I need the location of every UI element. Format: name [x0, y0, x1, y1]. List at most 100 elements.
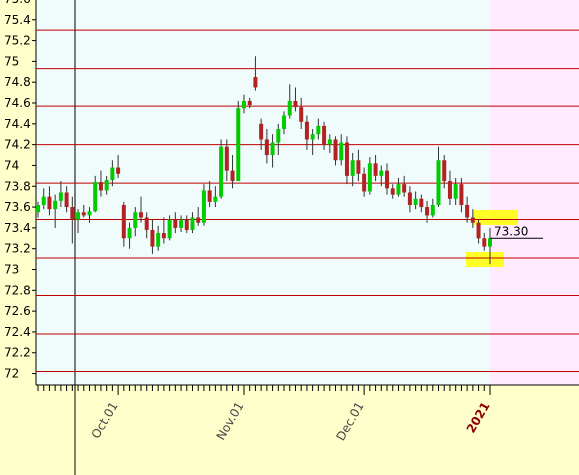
candle-body [339, 142, 344, 161]
candle-body [41, 196, 46, 205]
candle-body [144, 217, 149, 230]
candle-body [87, 211, 92, 216]
candle-body [161, 233, 166, 239]
y-tick-label: 73.4 [4, 221, 31, 235]
candle-body [70, 207, 75, 220]
candle-body [224, 146, 229, 171]
candle-body [236, 108, 241, 182]
y-tick-label: 74.6 [4, 96, 31, 110]
candle-body [173, 219, 178, 228]
candle-body [150, 229, 155, 247]
candle-body [270, 142, 275, 156]
candle-body [304, 121, 309, 140]
candle-body [333, 139, 338, 161]
candle-body [110, 167, 115, 181]
candle-body [138, 212, 143, 218]
candle-body [201, 190, 206, 223]
candle-body [179, 219, 184, 228]
y-tick-label: 75 [4, 54, 19, 68]
candle-body [362, 173, 367, 192]
y-tick-label: 72.6 [4, 304, 31, 318]
y-tick-label: 73.8 [4, 179, 31, 193]
candle-body [407, 192, 412, 205]
plot-area [36, 0, 579, 385]
candle-body [81, 212, 86, 216]
candle-body [127, 227, 132, 239]
candle-body [253, 77, 258, 88]
y-tick-label: 73.6 [4, 200, 31, 214]
candle-body [190, 217, 195, 230]
candle-body [167, 219, 172, 239]
candle-body [322, 125, 327, 145]
candle-body [470, 217, 475, 223]
candle-body [282, 115, 287, 130]
candle-body [93, 182, 98, 212]
highlight-box [466, 252, 504, 267]
candle-body [356, 160, 361, 174]
candle-body [419, 198, 424, 208]
candle-body [76, 212, 81, 220]
candle-body [310, 134, 315, 140]
candle-body [402, 184, 407, 193]
candle-body [316, 125, 321, 135]
y-tick-label: 75.4 [4, 13, 31, 27]
candle-body [230, 170, 235, 182]
y-tick-label: 72.2 [4, 346, 31, 360]
candle-body [293, 100, 298, 108]
candle-body [425, 207, 430, 216]
candle-body [121, 204, 126, 239]
candle-body [430, 204, 435, 216]
y-tick-label: 72 [4, 367, 19, 381]
candle-body [287, 100, 292, 116]
candle-body [219, 146, 224, 197]
candle-body [207, 190, 212, 202]
candle-body [327, 139, 332, 145]
candle-body [36, 204, 40, 213]
candle-body [396, 184, 401, 195]
candle-body [367, 163, 372, 192]
last-price-label: 73.30 [494, 224, 528, 238]
candle-body [104, 180, 109, 191]
future-zone [490, 0, 579, 385]
candle-body [390, 188, 395, 195]
candle-body [213, 196, 218, 202]
candle-body [58, 192, 63, 201]
candle-body [476, 222, 481, 239]
candle-body [413, 198, 418, 205]
candle-body [276, 129, 281, 143]
candle-body [299, 107, 304, 122]
y-tick-label: 74.2 [4, 138, 31, 152]
candle-body [184, 219, 189, 230]
candle-body [442, 160, 447, 182]
candle-body [64, 192, 69, 208]
y-tick-label: 73.2 [4, 242, 31, 256]
candle-body [247, 100, 252, 106]
candle-body [465, 204, 470, 218]
candle-body [447, 181, 452, 199]
candle-body [350, 160, 355, 176]
y-tick-label: 74 [4, 158, 19, 172]
y-tick-label: 73 [4, 263, 19, 277]
candle-body [344, 142, 349, 176]
candle-body [453, 184, 458, 199]
y-tick-label: 72.8 [4, 283, 31, 297]
candle-body [47, 196, 52, 210]
candle-body [264, 139, 269, 156]
y-tick-label: 75.6 [4, 0, 31, 6]
candle-body [116, 167, 121, 174]
candle-body [259, 123, 264, 140]
candle-body [436, 160, 441, 205]
candle-body [385, 170, 390, 189]
candle-body [373, 163, 378, 176]
candle-body [482, 238, 487, 247]
y-tick-label: 75.2 [4, 34, 31, 48]
candle-body [488, 238, 492, 247]
candle-body [53, 200, 58, 210]
y-tick-label: 74.8 [4, 75, 31, 89]
y-tick-label: 74.4 [4, 117, 31, 131]
candle-body [133, 212, 138, 228]
candle-body [196, 217, 201, 223]
candle-body [459, 184, 464, 205]
candle-body [98, 182, 103, 191]
